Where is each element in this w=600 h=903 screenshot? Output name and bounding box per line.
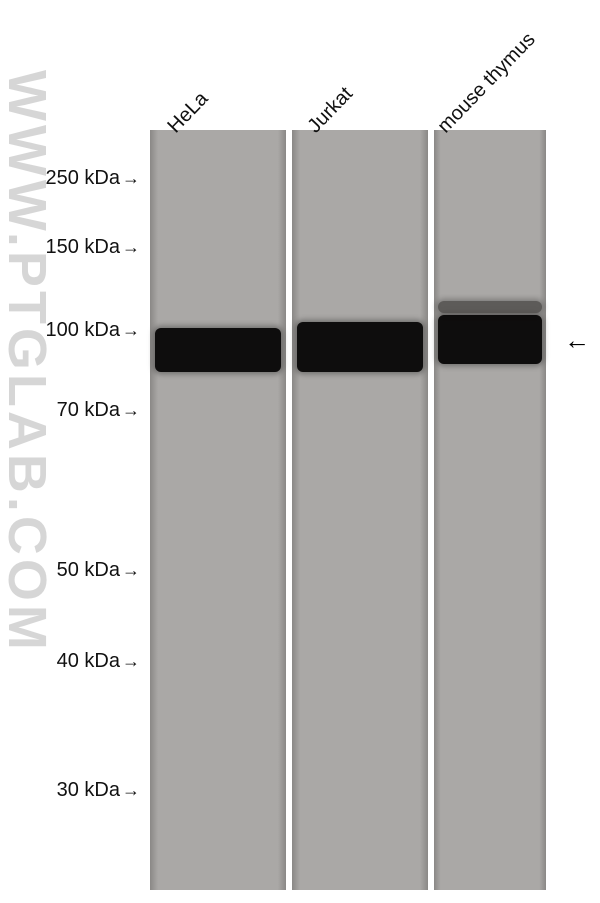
sample-label: mouse thymus [433, 28, 540, 138]
target-band-arrow: ← [564, 325, 590, 356]
mw-marker-label: 250 kDa [46, 167, 121, 190]
blot-figure: WWW.PTGLAB.COM 250 kDa→150 kDa→100 kDa→7… [0, 0, 600, 903]
arrow-right-icon: → [122, 560, 140, 581]
mw-marker: 100 kDa→ [46, 319, 141, 342]
blot-lanes [150, 130, 550, 890]
mw-marker: 150 kDa→ [46, 236, 141, 259]
mw-marker-label: 100 kDa [46, 319, 121, 342]
mw-marker-label: 150 kDa [46, 236, 121, 259]
protein-band [297, 322, 422, 372]
mw-marker-label: 50 kDa [57, 559, 120, 582]
arrow-right-icon: → [122, 780, 140, 801]
arrow-right-icon: → [122, 400, 140, 421]
protein-band [438, 315, 541, 364]
mw-marker: 30 kDa→ [57, 779, 140, 802]
lane [150, 130, 286, 890]
mw-marker-column: 250 kDa→150 kDa→100 kDa→70 kDa→50 kDa→40… [0, 130, 150, 890]
mw-marker: 50 kDa→ [57, 559, 140, 582]
arrow-right-icon: → [122, 237, 140, 258]
lane [434, 130, 546, 890]
mw-marker: 70 kDa→ [57, 399, 140, 422]
mw-marker: 250 kDa→ [46, 167, 141, 190]
lane [292, 130, 428, 890]
arrow-right-icon: → [122, 168, 140, 189]
mw-marker-label: 70 kDa [57, 399, 120, 422]
arrow-right-icon: → [122, 320, 140, 341]
arrow-right-icon: → [122, 651, 140, 672]
mw-marker-label: 30 kDa [57, 779, 120, 802]
protein-band [155, 328, 280, 372]
mw-marker-label: 40 kDa [57, 650, 120, 673]
protein-band [438, 301, 541, 313]
mw-marker: 40 kDa→ [57, 650, 140, 673]
